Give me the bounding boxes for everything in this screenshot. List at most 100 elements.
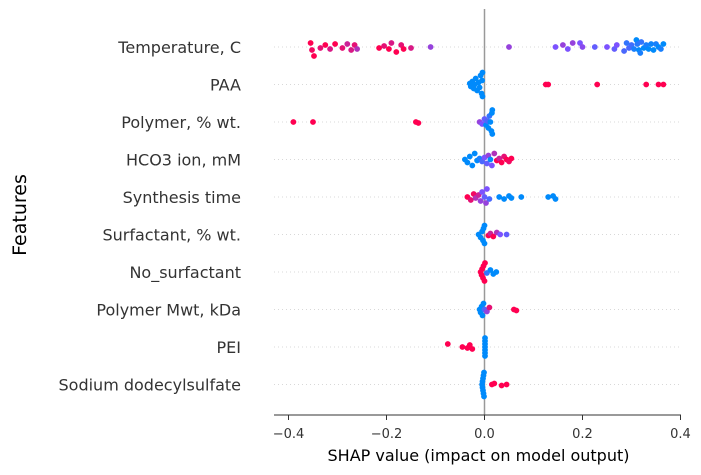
feature-label: HCO3 ion, mM [126,151,241,170]
shap-point [594,81,601,88]
shap-point [310,119,316,125]
shap-point [481,393,487,400]
feature-label: PEI [217,338,241,357]
shap-point [489,107,496,113]
shap-point [498,159,505,166]
x-tick-label: 0.4 [670,427,691,442]
shap-points [290,37,667,400]
shap-point [496,194,503,200]
shap-point [480,300,487,307]
shap-point [545,194,552,200]
shap-point [604,44,610,50]
shap-point [481,369,487,376]
shap-point [354,46,360,52]
shap-point [459,344,466,350]
x-axis: −0.4 −0.2 0.0 0.2 0.4 [273,414,691,442]
shap-point [311,53,317,59]
shap-point [479,189,485,195]
shap-point [309,47,315,53]
x-axis-title: SHAP value (impact on model output) [328,446,630,465]
shap-point [491,150,498,157]
feature-label: No_surfactant [129,263,241,283]
shap-point [466,153,473,160]
row-gridlines [274,46,681,385]
shap-point [487,119,494,125]
shap-point [638,39,645,45]
shap-point [648,41,654,47]
feature-label: PAA [210,76,241,95]
shap-point [388,40,395,46]
shap-point [569,40,576,46]
shap-point [317,45,324,51]
shap-point [471,150,478,157]
shap-point [497,231,504,238]
shap-point [339,45,346,51]
shap-point [481,194,488,200]
shap-point [381,43,387,49]
shap-point [467,197,474,203]
feature-label: Polymer, % wt. [121,113,241,132]
shap-point [415,120,422,126]
shap-point [348,47,355,53]
shap-point [464,159,471,166]
shap-point [479,77,485,84]
shap-point [486,196,493,202]
shap-point [376,45,382,51]
shap-point [322,42,329,48]
shap-point [486,304,493,311]
shap-point [545,81,552,88]
shap-point [658,46,664,52]
shap-point [481,240,488,247]
shap-point [400,46,407,52]
shap-point [484,186,490,192]
shap-point [637,50,644,56]
shap-point [327,46,333,52]
shap-point [503,231,510,238]
feature-label: Temperature, C [117,38,241,57]
shap-point [660,41,667,47]
shap-point [501,196,507,202]
shap-point [552,196,559,202]
feature-label: Polymer Mwt, kDa [96,301,241,320]
shap-point [479,69,486,76]
shap-point [487,156,494,163]
shap-point [476,84,483,91]
shap-point [518,194,525,200]
shap-point [591,44,598,50]
shap-point [386,46,392,52]
shap-point [483,200,489,206]
shap-point [498,382,505,389]
shap-point [564,46,571,52]
shap-point [479,93,486,100]
shap-point [643,81,650,88]
shap-point [479,312,486,319]
shap-point [493,269,500,275]
y-axis-title: Features [9,174,31,256]
shap-point [579,44,586,50]
shap-point [660,81,667,88]
shap-point [513,307,520,314]
shap-point [444,341,451,347]
shap-point [393,49,400,55]
shap-point [484,160,490,167]
shap-point [508,155,515,162]
shap-point [332,41,338,47]
shap-point [560,42,566,48]
x-tick-label: 0.2 [572,427,593,442]
shap-point [408,45,414,51]
shap-point [503,381,510,388]
feature-label: Sodium dodecylsulfate [59,376,242,395]
shap-point [469,346,476,352]
x-tick-label: −0.2 [371,427,403,442]
feature-label: Synthesis time [123,188,241,207]
feature-label: Surfactant, % wt. [102,226,241,245]
shap-point [552,44,559,50]
shap-point [472,75,479,82]
shap-point [631,46,637,52]
shap-point [491,380,498,387]
shap-point [481,222,488,229]
shap-point [487,267,494,273]
shap-point [307,40,314,46]
shap-point [482,335,488,341]
